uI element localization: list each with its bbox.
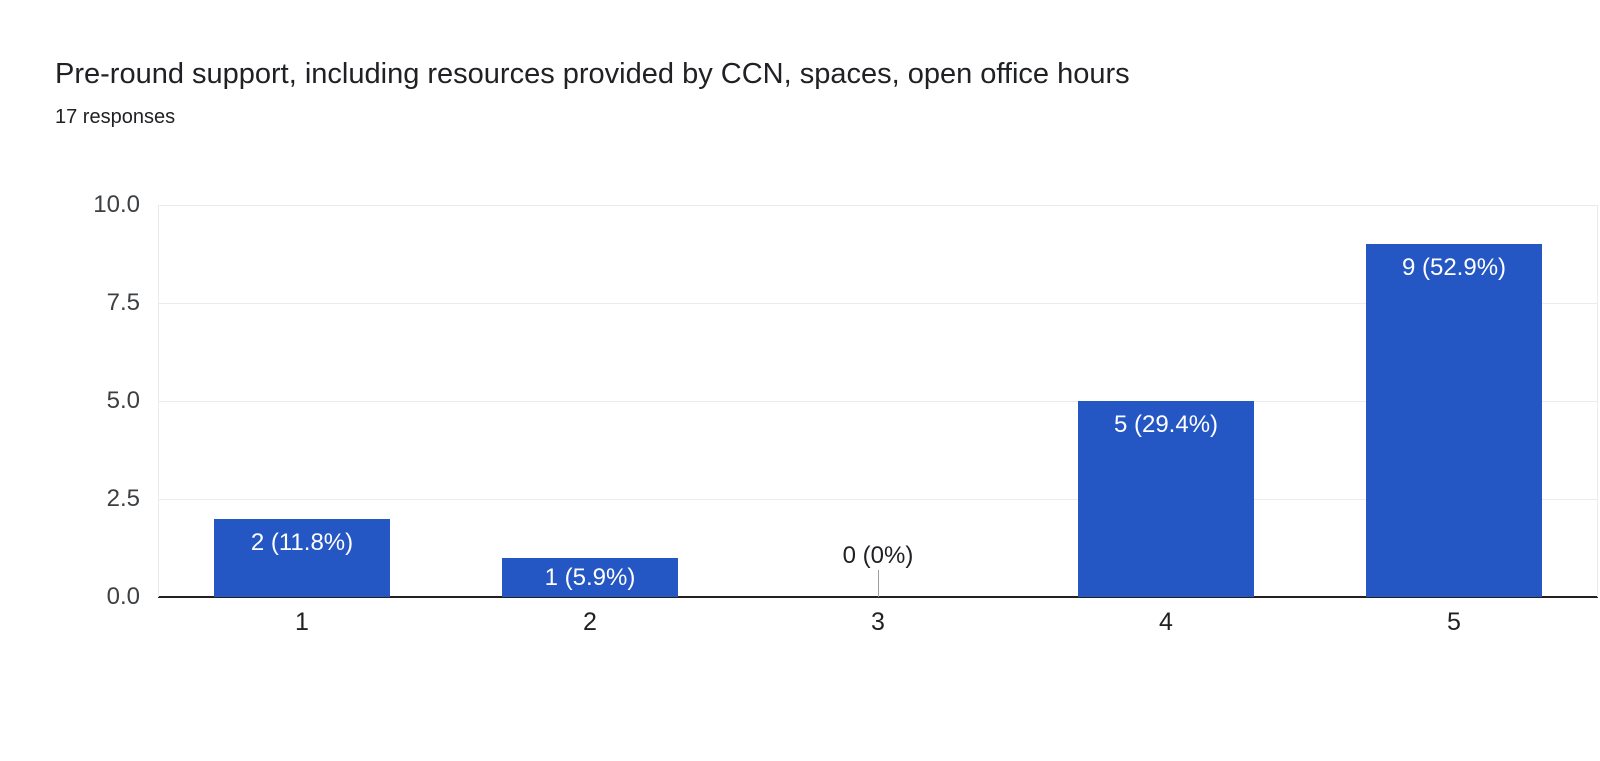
gridline bbox=[158, 401, 1598, 402]
bar-value-label: 5 (29.4%) bbox=[1113, 411, 1219, 438]
x-tick-label: 1 bbox=[295, 608, 309, 636]
bar-category-5 bbox=[1366, 244, 1542, 597]
bar-value-label: 1 (5.9%) bbox=[544, 563, 636, 591]
bar-category-1 bbox=[214, 518, 390, 597]
x-tick-label: 5 bbox=[1447, 608, 1461, 636]
gridline bbox=[158, 499, 1598, 500]
x-axis-line bbox=[158, 596, 1598, 598]
bar-category-2 bbox=[502, 557, 678, 597]
plot-right-border bbox=[1597, 205, 1598, 597]
bar-value-label: 9 (52.9%) bbox=[1401, 254, 1507, 282]
y-tick-label: 0.0 bbox=[106, 583, 140, 610]
bar-value-label-zero: 0 (0%) bbox=[842, 542, 914, 569]
zero-leader-line bbox=[878, 570, 879, 597]
x-tick-label: 4 bbox=[1159, 608, 1173, 636]
question-title: Pre-round support, including resources p… bbox=[55, 58, 1130, 90]
y-tick-label: 2.5 bbox=[106, 485, 140, 512]
bar-value-label: 2 (11.8%) bbox=[250, 528, 354, 556]
x-tick-label: 3 bbox=[871, 608, 885, 636]
y-tick-label: 7.5 bbox=[106, 289, 140, 316]
gridline bbox=[158, 303, 1598, 304]
y-tick-label: 10.0 bbox=[93, 191, 140, 218]
bar-category-4 bbox=[1078, 401, 1254, 597]
response-count: 17 responses bbox=[55, 106, 176, 128]
plot-left-border bbox=[158, 205, 159, 597]
gridline bbox=[158, 205, 1598, 206]
x-tick-label: 2 bbox=[583, 608, 597, 636]
y-tick-label: 5.0 bbox=[106, 387, 140, 414]
